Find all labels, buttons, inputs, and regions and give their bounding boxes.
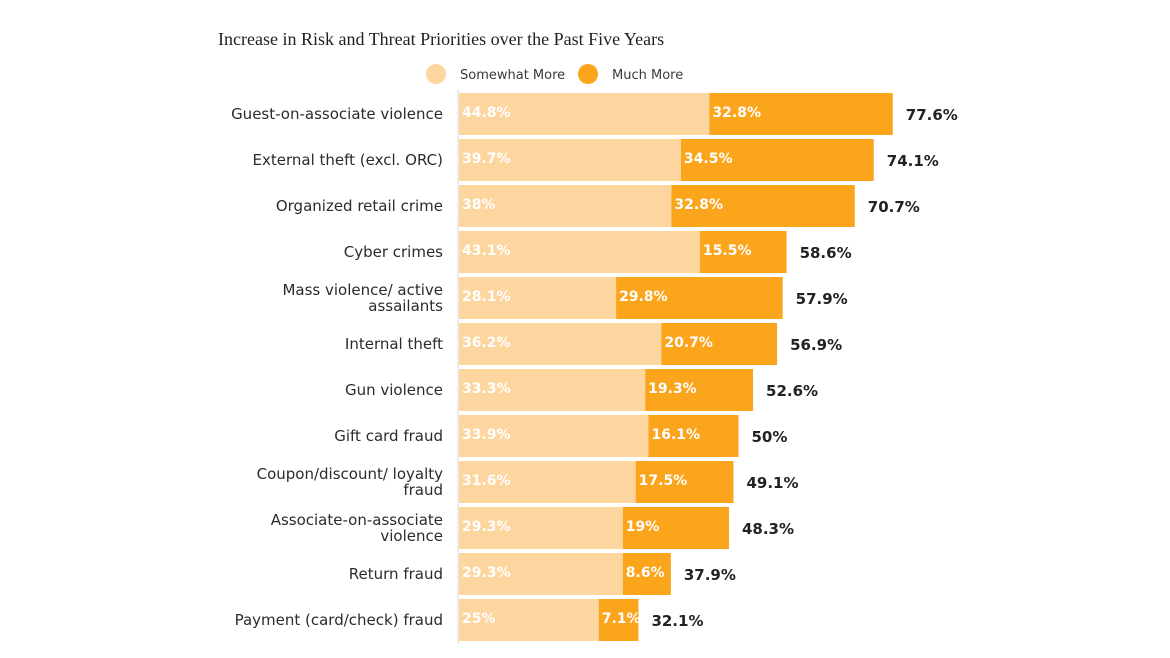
bar-somewhat-more	[459, 507, 623, 549]
data-label-much-more: 32.8%	[674, 197, 723, 213]
total-label: 49.1%	[746, 474, 798, 492]
data-label-somewhat-more: 33.9%	[462, 427, 511, 443]
data-label-somewhat-more: 36.2%	[462, 335, 511, 351]
total-label: 70.7%	[868, 198, 920, 216]
data-label-somewhat-more: 44.8%	[462, 105, 511, 121]
data-label-somewhat-more: 43.1%	[462, 243, 511, 259]
bar-somewhat-more	[459, 231, 700, 273]
bar-much-more	[622, 507, 729, 549]
data-label-much-more: 19.3%	[648, 381, 697, 397]
total-label: 32.1%	[651, 612, 703, 630]
total-label: 77.6%	[906, 106, 958, 124]
legend-swatch-somewhat-more	[426, 64, 446, 84]
total-label: 58.6%	[800, 244, 852, 262]
data-label-somewhat-more: 25%	[462, 611, 496, 627]
data-label-much-more: 32.8%	[712, 105, 761, 121]
category-label: Guest-on-associate violence	[231, 105, 443, 123]
chart-title: Increase in Risk and Threat Priorities o…	[218, 29, 664, 49]
bar-somewhat-more	[459, 277, 617, 319]
bar-somewhat-more	[459, 369, 646, 411]
legend: Somewhat More Much More	[426, 64, 683, 84]
category-label: Gift card fraud	[334, 427, 443, 445]
bar-much-more	[645, 369, 754, 411]
data-label-much-more: 29.8%	[619, 289, 668, 305]
legend-label-much-more: Much More	[612, 68, 683, 83]
data-label-somewhat-more: 29.3%	[462, 565, 511, 581]
category-label: Associate-on-associate violence	[271, 511, 443, 545]
bar-much-more	[671, 185, 855, 227]
bar-somewhat-more	[459, 553, 623, 595]
data-label-much-more: 16.1%	[652, 427, 701, 443]
legend-swatch-much-more	[578, 64, 598, 84]
bar-somewhat-more	[459, 599, 599, 641]
data-label-much-more: 20.7%	[664, 335, 713, 351]
category-label: Payment (card/check) fraud	[235, 611, 443, 629]
bars: 44.8% 32.8% 77.6% 39.7% 34.5% 74.1% 38% 32.8% 70…	[459, 93, 958, 641]
category-labels: Guest-on-associate violence External thef…	[231, 105, 443, 629]
category-label: Return fraud	[349, 565, 443, 583]
category-label: Gun violence	[345, 381, 443, 399]
total-label: 57.9%	[796, 290, 848, 308]
data-label-much-more: 17.5%	[639, 473, 688, 489]
bar-much-more	[598, 599, 639, 641]
bar-much-more	[680, 139, 874, 181]
bar-somewhat-more	[459, 93, 710, 135]
data-label-much-more: 8.6%	[626, 565, 665, 581]
bar-much-more	[622, 553, 671, 595]
data-label-somewhat-more: 28.1%	[462, 289, 511, 305]
bar-much-more	[699, 231, 787, 273]
data-label-much-more: 19%	[626, 519, 660, 535]
data-label-somewhat-more: 29.3%	[462, 519, 511, 535]
category-label: Organized retail crime	[276, 197, 443, 215]
data-label-much-more: 15.5%	[703, 243, 752, 259]
bar-much-more	[648, 415, 739, 457]
total-label: 48.3%	[742, 520, 794, 538]
bar-much-more	[616, 277, 783, 319]
category-label: Mass violence/ active assailants	[282, 281, 443, 315]
data-label-much-more: 7.1%	[602, 611, 641, 627]
total-label: 37.9%	[684, 566, 736, 584]
category-label: Cyber crimes	[344, 243, 443, 261]
data-label-somewhat-more: 33.3%	[462, 381, 511, 397]
category-label: External theft (excl. ORC)	[253, 151, 443, 169]
total-label: 56.9%	[790, 336, 842, 354]
total-label: 50%	[752, 428, 788, 446]
bar-somewhat-more	[459, 461, 636, 503]
bar-somewhat-more	[459, 139, 681, 181]
data-label-somewhat-more: 38%	[462, 197, 496, 213]
legend-label-somewhat-more: Somewhat More	[460, 68, 565, 83]
data-label-somewhat-more: 39.7%	[462, 151, 511, 167]
category-label: Internal theft	[345, 335, 443, 353]
bar-somewhat-more	[459, 415, 649, 457]
bar-much-more	[661, 323, 778, 365]
category-label: Coupon/discount/ loyalty fraud	[257, 465, 444, 499]
data-label-somewhat-more: 31.6%	[462, 473, 511, 489]
bar-somewhat-more	[459, 323, 662, 365]
total-label: 74.1%	[887, 152, 939, 170]
data-label-much-more: 34.5%	[684, 151, 733, 167]
bar-somewhat-more	[459, 185, 672, 227]
bar-much-more	[709, 93, 893, 135]
total-label: 52.6%	[766, 382, 818, 400]
bar-much-more	[635, 461, 734, 503]
